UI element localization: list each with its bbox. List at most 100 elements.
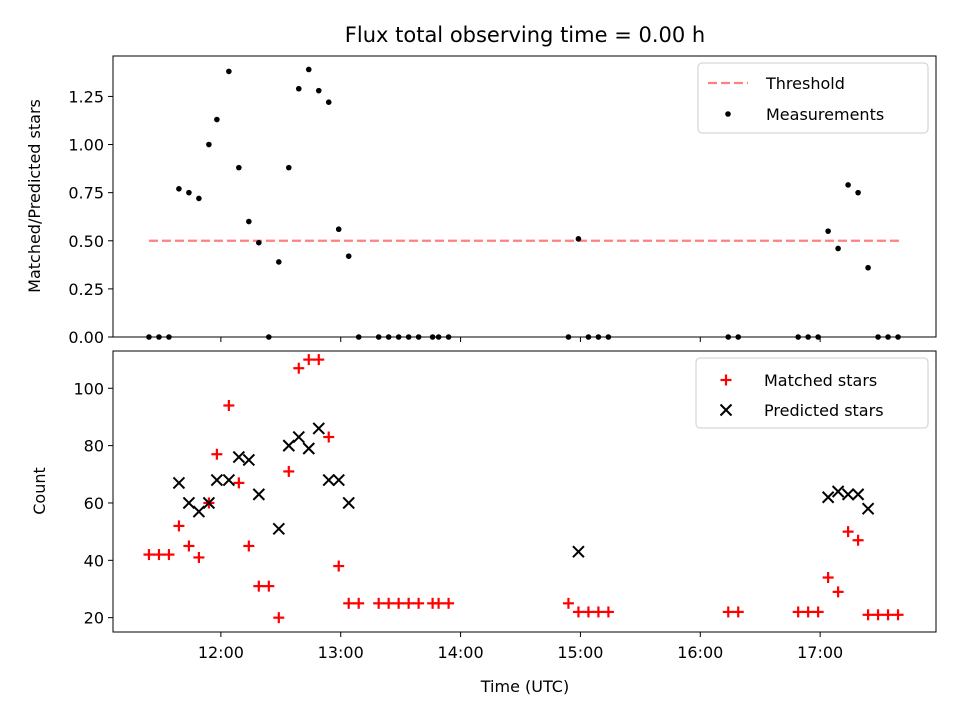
- legend-measurements-label: Measurements: [766, 105, 884, 124]
- measurement-point: [246, 218, 252, 225]
- measurement-point: [206, 141, 212, 148]
- legend-matched-swatch: [720, 374, 732, 386]
- measurement-point: [226, 68, 232, 75]
- predicted-star-point: [821, 491, 835, 504]
- legend-predicted-swatch: [719, 403, 733, 417]
- matched-star-point: [413, 597, 425, 609]
- chart-title: Flux total observing time = 0.00 h: [345, 23, 705, 47]
- predicted-star-point-b: [202, 496, 216, 510]
- bottom-y-tick-label: 40: [84, 551, 104, 570]
- predicted-star-point-b: [252, 488, 266, 501]
- predicted-star-point: [572, 545, 585, 558]
- bottom-y-ticks: 20 40 60 80 100: [73, 379, 113, 628]
- bottom-panel: 20 40 60 80 100 12:00 13:00 14:00 15:00 16:00 17:…: [30, 350, 937, 696]
- measurement-point: [275, 259, 282, 265]
- measurement-point: [825, 228, 831, 234]
- predicted-star-point: [302, 442, 315, 455]
- top-y-tick-label: 0.00: [68, 328, 104, 347]
- predicted-star-point: [242, 453, 256, 467]
- bottom-legend: Matched stars Predicted stars: [695, 357, 929, 429]
- bottom-marks: [143, 354, 904, 624]
- measurement-point: [256, 239, 262, 246]
- bottom-y-tick-label: 20: [84, 609, 104, 628]
- matched-star-point: [862, 609, 874, 621]
- top-y-tick-label: 1.25: [68, 87, 104, 106]
- matched-star-point: [572, 606, 584, 618]
- bottom-x-tick-label: 17:00: [797, 643, 843, 662]
- matched-star-point: [822, 572, 834, 584]
- top-x-ticks: [220, 337, 821, 342]
- matched-star-point: [223, 399, 235, 411]
- measurement-point: [305, 66, 312, 73]
- predicted-star-point: [851, 488, 865, 501]
- matched-star-point: [373, 597, 385, 609]
- matched-star-point: [211, 448, 223, 460]
- predicted-star-point-b: [572, 545, 585, 558]
- matched-star-point: [852, 534, 864, 546]
- predicted-star-point-b: [322, 473, 335, 487]
- matched-star-point: [353, 597, 365, 609]
- predicted-star-point: [292, 430, 305, 444]
- matched-star-point: [233, 477, 245, 489]
- top-legend: Threshold Measurements: [697, 62, 929, 134]
- matched-star-point: [892, 609, 904, 621]
- matched-star-point: [403, 597, 415, 609]
- bottom-legend-box: [695, 357, 929, 429]
- measurement-point: [214, 116, 220, 123]
- matched-star-point: [882, 609, 894, 621]
- bottom-y-tick-label: 60: [84, 494, 104, 513]
- predicted-star-point: [252, 488, 266, 501]
- matched-star-point: [832, 586, 844, 598]
- measurement-point: [186, 189, 192, 196]
- predicted-star-point-b: [272, 522, 286, 535]
- top-axes-frame: [112, 55, 937, 338]
- legend-matched-label: Matched stars: [764, 371, 877, 390]
- measurement-point: [845, 182, 851, 188]
- measurement-point: [835, 245, 841, 252]
- measurement-point: [176, 186, 182, 192]
- matched-star-point: [393, 597, 405, 609]
- legend-predicted-swatch-b: [719, 403, 733, 417]
- matched-star-point: [842, 526, 854, 538]
- bottom-y-axis-label: Count: [30, 467, 49, 515]
- top-y-axis-label: Matched/Predicted stars: [25, 99, 44, 293]
- measurement-point: [325, 99, 332, 105]
- matched-star-point: [153, 549, 165, 561]
- predicted-star-point-b: [841, 488, 855, 501]
- bottom-x-tick-label: 13:00: [318, 643, 364, 662]
- predicted-star-point: [861, 502, 875, 515]
- matched-star-point: [253, 580, 265, 592]
- bottom-y-tick-label: 80: [84, 437, 104, 456]
- predicted-star-point: [841, 488, 855, 501]
- predicted-star-point-b: [302, 442, 315, 455]
- predicted-star-point-b: [182, 496, 196, 510]
- x-axis-label: Time (UTC): [480, 677, 569, 696]
- matched-star-point: [592, 606, 604, 618]
- predicted-star-point: [282, 439, 295, 452]
- matched-star-point: [303, 354, 315, 366]
- predicted-star-point: [192, 505, 206, 518]
- predicted-star-point: [332, 473, 345, 487]
- predicted-star-point: [210, 473, 224, 487]
- predicted-star-point: [182, 496, 196, 510]
- predicted-star-point: [232, 450, 246, 464]
- matched-star-point: [263, 580, 275, 592]
- predicted-star-point-b: [210, 473, 224, 487]
- predicted-star-point-b: [282, 439, 295, 452]
- predicted-star-point-b: [292, 430, 305, 444]
- matched-star-point: [802, 606, 814, 618]
- top-y-tick-label: 0.25: [68, 280, 104, 299]
- top-panel: 0.00 0.25 0.50 0.75 1.00 1.25 Matched/Predict…: [25, 55, 937, 347]
- legend-measurements-swatch: [725, 111, 731, 117]
- measurement-point: [575, 236, 582, 242]
- top-y-tick-label: 0.75: [68, 184, 104, 203]
- predicted-star-point: [322, 473, 335, 487]
- bottom-y-tick-label: 100: [73, 379, 104, 398]
- matched-star-point: [872, 609, 884, 621]
- top-y-tick-label: 0.50: [68, 232, 104, 251]
- predicted-star-point-b: [851, 488, 865, 501]
- measurement-point: [345, 253, 352, 259]
- matched-star-point: [323, 431, 335, 443]
- predicted-star-point-b: [192, 505, 206, 518]
- predicted-star-point: [342, 496, 355, 510]
